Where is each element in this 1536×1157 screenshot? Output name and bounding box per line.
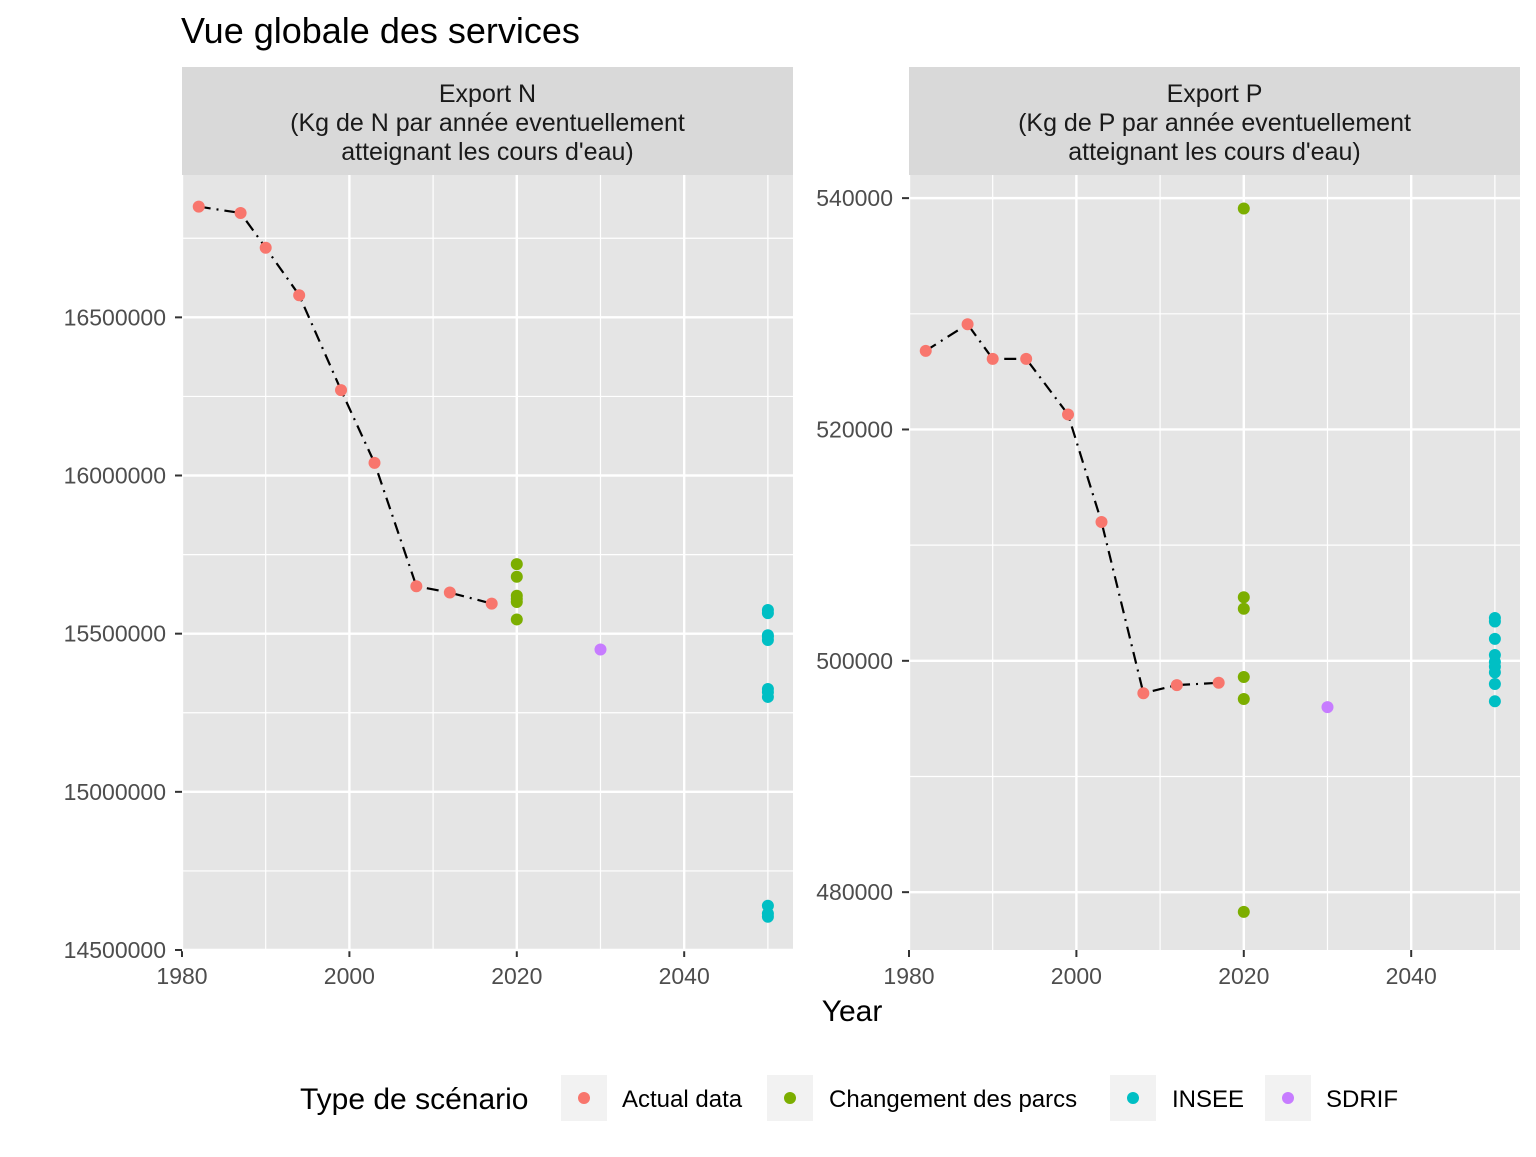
data-point — [761, 690, 774, 703]
chart-title: Vue globale des services — [181, 10, 580, 51]
data-point — [1488, 666, 1501, 679]
data-point — [1237, 591, 1250, 604]
legend-item: SDRIF — [1265, 1075, 1398, 1121]
facet-label: atteignant les cours d'eau) — [1068, 138, 1360, 166]
y-tick-label: 16000000 — [64, 463, 166, 489]
data-point — [510, 558, 523, 571]
data-point — [485, 597, 498, 610]
data-point — [1488, 695, 1501, 708]
data-point — [368, 456, 381, 469]
data-point — [594, 643, 607, 656]
legend-swatch — [1282, 1092, 1294, 1104]
y-tick-label: 15000000 — [64, 779, 166, 805]
data-point — [293, 289, 306, 302]
facet-label: (Kg de N par année eventuellement — [290, 109, 685, 137]
data-point — [1237, 602, 1250, 615]
legend: Type de scénario Actual data Changement d… — [300, 1075, 1398, 1121]
facet-strip — [182, 67, 793, 175]
data-point — [919, 344, 932, 357]
x-tick-label: 1980 — [883, 963, 934, 989]
x-axis-title: Year — [822, 995, 883, 1028]
x-tick-label: 1980 — [156, 963, 207, 989]
facet-label: atteignant les cours d'eau) — [341, 138, 633, 166]
data-point — [961, 318, 974, 331]
data-point — [1237, 905, 1250, 918]
series-group — [192, 200, 498, 610]
y-tick-label: 15500000 — [64, 621, 166, 647]
x-tick-label: 2020 — [491, 963, 542, 989]
facet-label: (Kg de P par année eventuellement — [1018, 109, 1411, 137]
data-point — [1237, 671, 1250, 684]
data-point — [1237, 202, 1250, 215]
y-tick-label: 16500000 — [64, 304, 166, 330]
facet-label: Export P — [1167, 80, 1263, 108]
data-point — [761, 634, 774, 646]
data-point — [1137, 687, 1150, 700]
trend-line — [198, 205, 492, 605]
data-point — [1170, 679, 1183, 692]
facet-strip — [909, 67, 1520, 175]
facet-panel: Export N(Kg de N par année eventuellemen… — [64, 67, 793, 989]
data-point — [510, 570, 523, 583]
data-point — [335, 384, 348, 397]
data-point — [234, 206, 247, 219]
data-point — [1488, 677, 1501, 690]
x-tick-label: 2000 — [1051, 963, 1102, 989]
legend-item: Changement des parcs — [767, 1075, 1077, 1121]
x-tick-label: 2040 — [1386, 963, 1437, 989]
data-point — [1237, 692, 1250, 705]
legend-swatch — [578, 1092, 590, 1104]
panel-background — [182, 175, 793, 950]
data-point — [443, 586, 456, 599]
x-tick-label: 2040 — [659, 963, 710, 989]
data-point — [1062, 408, 1075, 421]
data-point — [761, 910, 774, 923]
series-group — [1321, 701, 1334, 714]
series-group — [761, 603, 774, 923]
data-point — [410, 580, 423, 593]
x-tick-label: 2000 — [324, 963, 375, 989]
y-tick-label: 480000 — [816, 879, 893, 905]
legend-item: INSEE — [1110, 1075, 1244, 1121]
legend-item: Actual data — [561, 1075, 743, 1121]
y-tick-label: 14500000 — [64, 937, 166, 963]
series-group — [1237, 202, 1250, 918]
data-point — [761, 607, 774, 620]
legend-label: Actual data — [622, 1086, 743, 1113]
data-point — [510, 596, 523, 609]
legend-title: Type de scénario — [300, 1083, 528, 1116]
legend-swatch — [1127, 1092, 1139, 1104]
data-point — [1488, 632, 1501, 645]
legend-swatch — [784, 1092, 796, 1104]
data-point — [1095, 516, 1108, 529]
x-tick-label: 2020 — [1218, 963, 1269, 989]
data-point — [259, 241, 272, 254]
series-group — [919, 318, 1225, 700]
data-point — [1488, 615, 1501, 628]
facet-panels: Export N(Kg de N par année eventuellemen… — [64, 67, 1520, 989]
legend-label: SDRIF — [1326, 1086, 1398, 1113]
legend-label: Changement des parcs — [829, 1086, 1077, 1113]
y-tick-label: 520000 — [816, 416, 893, 442]
y-tick-label: 500000 — [816, 648, 893, 674]
data-point — [510, 613, 523, 626]
series-group — [510, 558, 523, 626]
series-group — [594, 643, 607, 656]
data-point — [986, 352, 999, 365]
panel-background — [909, 175, 1520, 950]
facet-panel: Export P(Kg de P par année eventuellemen… — [816, 67, 1520, 989]
trend-line — [925, 322, 1219, 695]
series-group — [1488, 612, 1501, 708]
data-point — [1020, 352, 1033, 365]
data-point — [192, 200, 205, 213]
y-tick-label: 540000 — [816, 185, 893, 211]
facet-label: Export N — [439, 80, 536, 108]
data-point — [1212, 676, 1225, 689]
legend-label: INSEE — [1172, 1086, 1244, 1113]
data-point — [1321, 701, 1334, 714]
